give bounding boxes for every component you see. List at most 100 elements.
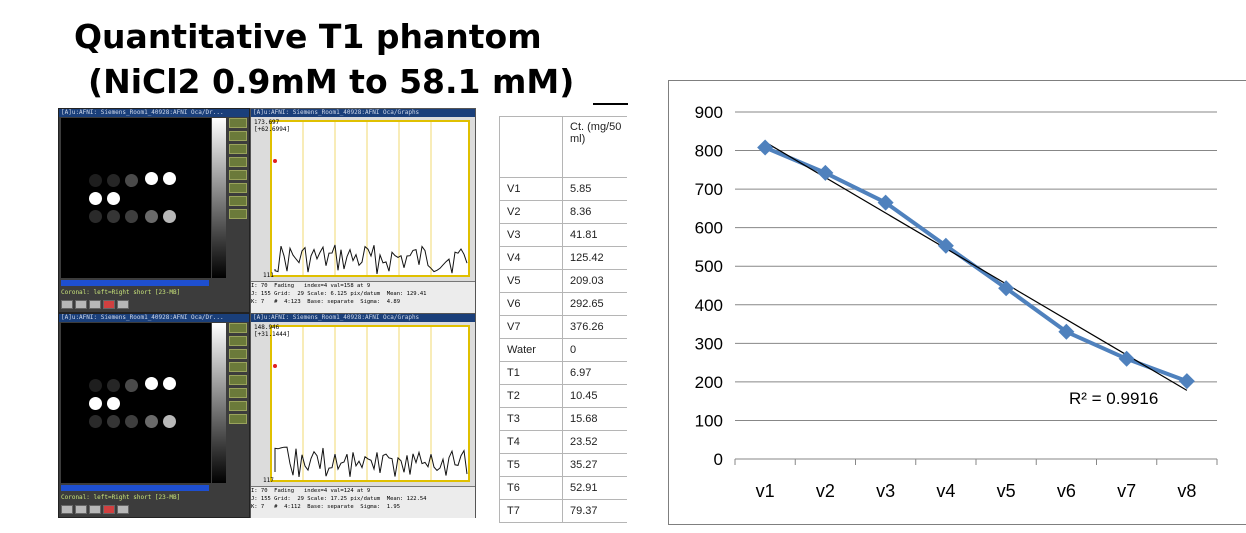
- table-row: V6 292.65: [499, 292, 627, 316]
- control-button[interactable]: [229, 388, 247, 398]
- viewer-status: Coronal: left=Right short [23-MB]: [61, 494, 181, 501]
- viewer-controls[interactable]: [229, 118, 247, 268]
- readout-second: [+62.6994]: [254, 126, 291, 133]
- control-button[interactable]: [229, 183, 247, 193]
- table-row: V2 8.36: [499, 200, 627, 224]
- x-tick-label: v3: [876, 481, 895, 501]
- vial: [107, 397, 120, 410]
- data-point: [1118, 350, 1135, 367]
- x-tick-label: v4: [936, 481, 955, 501]
- vial: [125, 174, 138, 187]
- save-button[interactable]: [75, 505, 87, 514]
- table-row: V1 5.85: [499, 177, 627, 201]
- control-button[interactable]: [229, 144, 247, 154]
- vial: [89, 210, 102, 223]
- row-value: 8.36: [562, 200, 627, 224]
- table-row: T5 35.27: [499, 453, 627, 477]
- row-value: 52.91: [562, 476, 627, 500]
- decorative-mark: [593, 103, 628, 105]
- readout-min: 117: [263, 477, 274, 484]
- timeseries-line: [274, 446, 468, 477]
- done-button[interactable]: [103, 300, 115, 309]
- vial: [89, 192, 102, 205]
- afni-image-viewer-1: [A]u:AFNI: Siemens_Room1_40928:AFNI Oca/…: [58, 108, 250, 313]
- control-button[interactable]: [229, 323, 247, 333]
- y-tick-label: 600: [695, 219, 723, 238]
- x-tick-label: v1: [756, 481, 775, 501]
- time-marker: [273, 159, 277, 163]
- row-label: V2: [499, 200, 563, 224]
- table-row: V7 376.26: [499, 315, 627, 339]
- control-button[interactable]: [229, 118, 247, 128]
- row-label: V7: [499, 315, 563, 339]
- viewer-titlebar: [A]u:AFNI: Siemens_Room1_40928:AFNI Oca/…: [59, 314, 249, 322]
- table-row: T4 23.52: [499, 430, 627, 454]
- intensity-colorbar[interactable]: [212, 323, 226, 483]
- control-button[interactable]: [229, 375, 247, 385]
- chart-svg: 0 100 200 300 400 500 600 700 800 900 v1 v2 v3 v4 v5 v6…: [695, 103, 1218, 501]
- vial: [89, 379, 102, 392]
- vial: [163, 210, 176, 223]
- control-button[interactable]: [229, 401, 247, 411]
- rec-button[interactable]: [117, 505, 129, 514]
- viewer-controls[interactable]: [229, 323, 247, 473]
- slice-slider[interactable]: [61, 280, 209, 286]
- vial: [107, 415, 120, 428]
- table-header-blank: [499, 116, 563, 178]
- control-button[interactable]: [229, 131, 247, 141]
- row-label: Water: [499, 338, 563, 362]
- time-marker: [273, 364, 277, 368]
- graph-readout: 173.697 [+62.6994]: [254, 119, 290, 133]
- control-button[interactable]: [229, 349, 247, 359]
- afni-graph-viewer-2: [A]u:AFNI: Siemens_Room1_40928:AFNI Oca/…: [250, 313, 476, 518]
- row-value: 6.97: [562, 361, 627, 385]
- readout-top: 148.946: [254, 324, 280, 331]
- row-label: V4: [499, 246, 563, 270]
- control-button[interactable]: [229, 362, 247, 372]
- rec-button[interactable]: [117, 300, 129, 309]
- phantom-image: [61, 323, 211, 483]
- control-button[interactable]: [229, 414, 247, 424]
- x-tick-label: v6: [1057, 481, 1076, 501]
- graph-frame: [270, 120, 470, 277]
- graph-info: I: 70 Fading index=4 val=124 at 9 J: 155…: [251, 486, 475, 518]
- row-label: V5: [499, 269, 563, 293]
- mont-button[interactable]: [89, 505, 101, 514]
- y-tick-label: 0: [714, 450, 723, 469]
- readout-min: 111: [263, 272, 274, 279]
- vial: [107, 210, 120, 223]
- table-row: T7 79.37: [499, 499, 627, 523]
- table-row: V5 209.03: [499, 269, 627, 293]
- row-value: 10.45: [562, 384, 627, 408]
- disp-button[interactable]: [61, 300, 73, 309]
- intensity-colorbar[interactable]: [212, 118, 226, 278]
- control-button[interactable]: [229, 196, 247, 206]
- control-button[interactable]: [229, 336, 247, 346]
- readout-second: [+31.1444]: [254, 331, 291, 338]
- vial: [89, 415, 102, 428]
- control-button[interactable]: [229, 209, 247, 219]
- y-tick-label: 800: [695, 142, 723, 161]
- vial: [163, 172, 176, 185]
- title-line-1: Quantitative T1 phantom: [74, 17, 542, 56]
- table-row: T6 52.91: [499, 476, 627, 500]
- row-value: 79.37: [562, 499, 627, 523]
- row-value: 125.42: [562, 246, 627, 270]
- data-point: [817, 164, 834, 181]
- save-button[interactable]: [75, 300, 87, 309]
- y-tick-label: 400: [695, 296, 723, 315]
- vial: [163, 415, 176, 428]
- graph-frame: [270, 325, 470, 482]
- control-button[interactable]: [229, 170, 247, 180]
- vial: [145, 210, 158, 223]
- data-point: [1058, 323, 1075, 340]
- mont-button[interactable]: [89, 300, 101, 309]
- vial: [145, 377, 158, 390]
- table-header-cell: Ct. (mg/50 ml): [562, 116, 627, 178]
- done-button[interactable]: [103, 505, 115, 514]
- data-point: [877, 194, 894, 211]
- graph-titlebar: [A]u:AFNI: Siemens_Room1_40928:AFNI Oca/…: [251, 314, 475, 322]
- disp-button[interactable]: [61, 505, 73, 514]
- control-button[interactable]: [229, 157, 247, 167]
- slice-slider[interactable]: [61, 485, 209, 491]
